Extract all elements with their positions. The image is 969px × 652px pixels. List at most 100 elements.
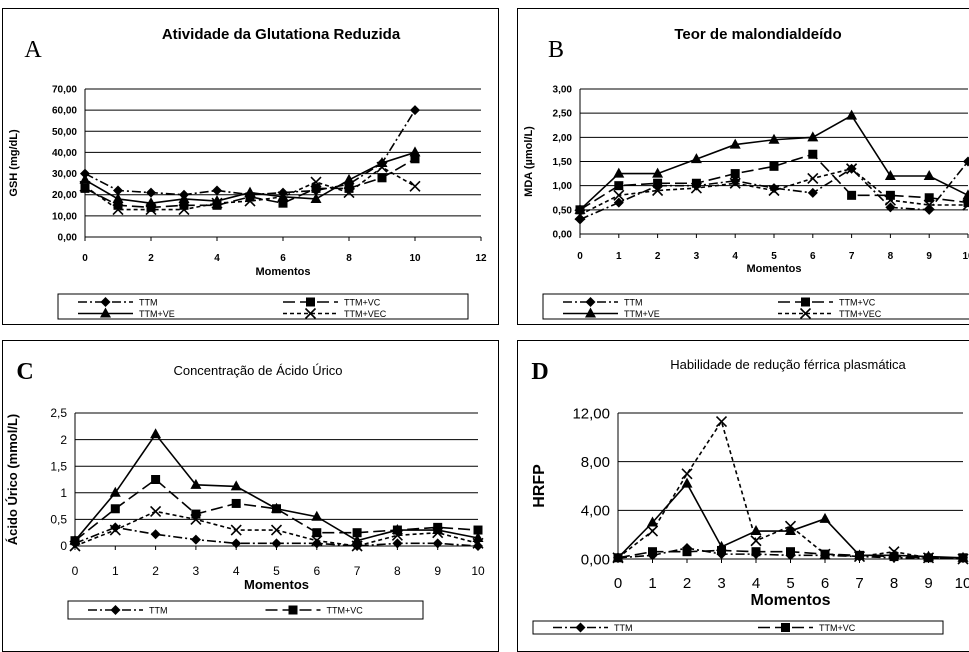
y-tick-label: 0 [60,539,67,553]
data-point [378,173,387,182]
data-point [272,525,282,535]
x-tick-label: 10 [409,253,421,264]
legend-label: TTM+VE [624,309,660,319]
x-tick-label: 4 [233,564,240,578]
panel-letter: D [531,359,548,385]
x-tick-label: 0 [614,575,622,592]
x-tick-label: 8 [346,253,352,264]
x-tick-label: 0 [72,564,79,578]
x-tick-label: 2 [683,575,691,592]
legend-label: TTM [149,606,168,616]
series-line-unnamed-2 [618,484,963,558]
y-axis-label: HRFP [531,464,548,508]
legend-label: TTM+VEC [839,309,882,319]
x-tick-label: 8 [888,251,894,262]
data-point [807,131,818,141]
data-point [231,480,242,490]
data-point [751,536,761,546]
legend-label: TTM+VE [139,309,175,319]
y-tick-label: 0,00 [581,551,610,568]
x-tick-label: 10 [962,251,969,262]
data-point [924,205,934,215]
data-point [692,179,701,188]
x-tick-label: 7 [855,575,863,592]
data-point [752,547,761,556]
data-point [575,215,585,225]
legend-marker [306,298,315,307]
data-point [146,188,156,198]
data-point [682,469,692,479]
y-axis-label: MDA (µmol/L) [523,126,535,197]
data-point [212,185,222,195]
y-tick-label: 2,5 [50,406,67,420]
x-axis-label: Momentos [747,263,802,275]
x-tick-label: 6 [821,575,829,592]
y-tick-label: 1,50 [553,157,573,168]
chart-c-svg: Concentração de Ácido ÚricoC00,511,522,5… [3,341,498,651]
y-tick-label: 3,00 [553,85,573,96]
y-tick-label: 2,00 [553,133,573,144]
y-tick-label: 0,00 [58,233,78,244]
x-tick-label: 9 [924,575,932,592]
data-point [613,168,624,178]
chart-title: Atividade da Glutationa Reduzida [162,26,401,43]
data-point [245,187,256,197]
y-tick-label: 70,00 [52,85,77,96]
y-tick-label: 8,00 [581,454,610,471]
x-tick-label: 12 [475,253,487,264]
data-point [846,110,857,120]
x-tick-label: 3 [694,251,700,262]
x-tick-label: 9 [926,251,932,262]
data-point [924,170,935,180]
data-point [886,191,895,200]
x-tick-label: 8 [394,564,401,578]
x-tick-label: 10 [955,575,969,592]
y-tick-label: 1 [60,486,67,500]
x-tick-label: 3 [717,575,725,592]
data-point [614,181,623,190]
data-point [808,188,818,198]
x-tick-label: 6 [280,253,286,264]
panel-letter: C [16,359,33,385]
data-point [231,538,241,548]
x-tick-label: 2 [655,251,661,262]
x-axis-label: Momentos [256,266,311,278]
data-point [231,525,241,535]
x-tick-label: 3 [193,564,200,578]
x-tick-label: 5 [786,575,794,592]
x-tick-label: 4 [752,575,760,592]
data-point [111,504,120,513]
y-axis-label: Ácido Úrico (mmol/L) [5,414,20,545]
data-point [808,150,817,159]
x-tick-label: 9 [434,564,441,578]
chart-title: Concentração de Ácido Úrico [173,363,342,378]
x-tick-label: 8 [890,575,898,592]
x-tick-label: 6 [810,251,816,262]
chart-panel-d: Habilidade de redução férrica plasmática… [517,340,969,652]
y-tick-label: 2,50 [553,109,573,120]
legend-label: TTM [624,298,643,308]
legend-label: TTM [139,298,158,308]
x-tick-label: 2 [148,253,154,264]
data-point [410,105,420,115]
data-point [272,538,282,548]
y-tick-label: 4,00 [581,503,610,520]
y-axis-label: GSH (mg/dL) [8,129,20,197]
data-point [648,526,658,536]
y-tick-label: 20,00 [52,190,77,201]
chart-title: Teor de malondialdeído [674,26,841,43]
x-tick-label: 7 [849,251,855,262]
data-point [885,170,896,180]
data-point [410,146,421,156]
legend-box [543,294,969,319]
chart-title: Habilidade de redução férrica plasmática [670,357,906,372]
data-point [150,428,161,438]
data-point [344,174,355,184]
y-tick-label: 2 [60,433,67,447]
legend-label: TTM+VC [344,298,381,308]
x-tick-label: 10 [471,564,485,578]
data-point [820,513,831,523]
legend-box [68,601,423,619]
data-point [433,538,443,548]
